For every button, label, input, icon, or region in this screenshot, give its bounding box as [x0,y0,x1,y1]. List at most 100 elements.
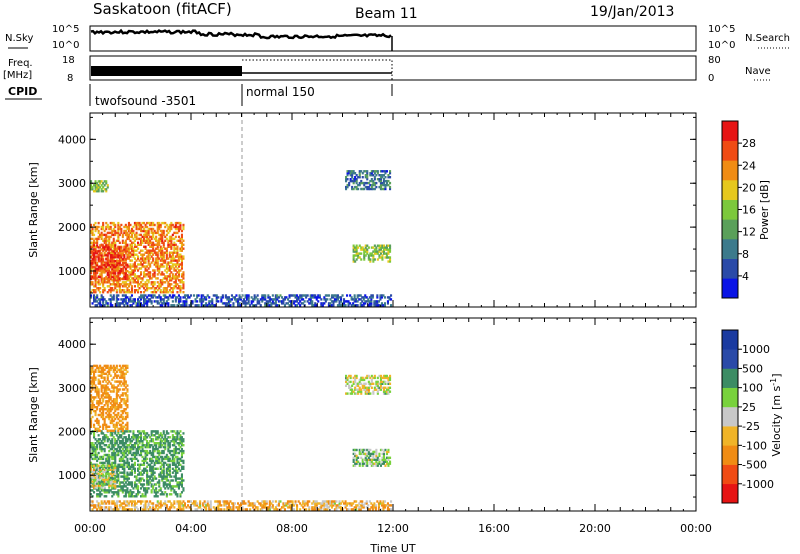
range-cell [90,264,93,267]
range-cell [93,378,96,381]
range-cell [129,275,132,278]
range-cell [132,500,135,503]
range-cell [314,294,317,297]
range-cell [173,241,176,244]
range-cell [297,500,300,503]
range-cell [109,415,112,419]
range-cell [129,491,132,494]
range-cell [90,266,93,269]
range-cell [121,444,124,447]
range-cell [190,500,193,503]
range-cell [202,298,205,301]
range-cell [138,223,141,227]
nave-tick-0: 0 [708,73,714,84]
range-cell [176,283,179,286]
range-cell [164,251,167,254]
range-cell [370,506,373,509]
range-cell [205,506,208,509]
range-cell [99,257,102,260]
range-cell [146,506,149,509]
range-cell [371,508,374,511]
range-cell [109,221,112,225]
range-cell [129,447,132,451]
range-cell [159,289,162,292]
range-cell [91,258,94,261]
range-cell [109,484,112,487]
range-cell [146,233,149,237]
range-cell [376,296,379,299]
range-cell [94,188,97,191]
range-cell [381,254,384,257]
range-cell [137,479,140,482]
range-cell [165,253,168,256]
range-cell [141,469,144,472]
range-cell [214,500,217,503]
range-cell [199,506,202,509]
range-cell [111,483,114,486]
range-cell [118,267,121,270]
range-cell [180,249,183,252]
range-cell [176,263,179,266]
range-cell [355,258,358,261]
range-cell [150,451,153,455]
range-cell [132,302,135,305]
range-cell [153,461,156,465]
range-cell [102,283,105,286]
range-cell [109,231,112,235]
range-cell [97,475,100,478]
range-cell [280,296,283,299]
range-cell [102,264,105,267]
range-cell [96,394,99,397]
range-cell [121,294,124,297]
range-cell [112,502,115,505]
range-cell [121,489,124,492]
range-cell [366,172,369,175]
range-cell [366,392,369,395]
range-cell [320,302,323,305]
range-cell [91,252,94,255]
range-cell [100,275,103,278]
range-cell [179,253,182,256]
range-cell [123,400,126,403]
range-cell [114,267,117,271]
range-cell [365,506,368,509]
range-cell [173,243,176,246]
range-cell [185,298,188,301]
range-cell [390,294,393,297]
range-cell [173,275,176,278]
range-cell [330,504,333,507]
range-cell [173,500,176,503]
range-cell [384,374,387,378]
range-cell [117,477,120,480]
range-cell [182,273,185,276]
range-cell [127,298,130,301]
range-cell [126,487,129,490]
range-cell [159,467,162,470]
range-cell [90,421,93,425]
range-cell [153,243,156,246]
range-cell [127,508,130,511]
range-cell [99,491,102,494]
range-cell [97,378,100,381]
range-cell [158,227,161,231]
range-cell [156,459,159,463]
range-cell [127,502,130,505]
range-cell [97,283,100,286]
range-cell [100,394,103,397]
range-cell [300,504,303,507]
range-cell [147,475,150,478]
range-cell [120,248,123,251]
range-cell [362,302,365,305]
range-cell [143,504,146,507]
range-cell [332,300,335,303]
range-cell [164,491,167,494]
range-cell [127,265,130,268]
range-cell [138,473,141,476]
range-cell [94,445,97,449]
range-cell [170,243,173,246]
range-cell [387,250,390,253]
range-cell [112,256,115,259]
range-cell [100,298,103,301]
range-cell [93,241,96,244]
range-cell [105,495,108,498]
